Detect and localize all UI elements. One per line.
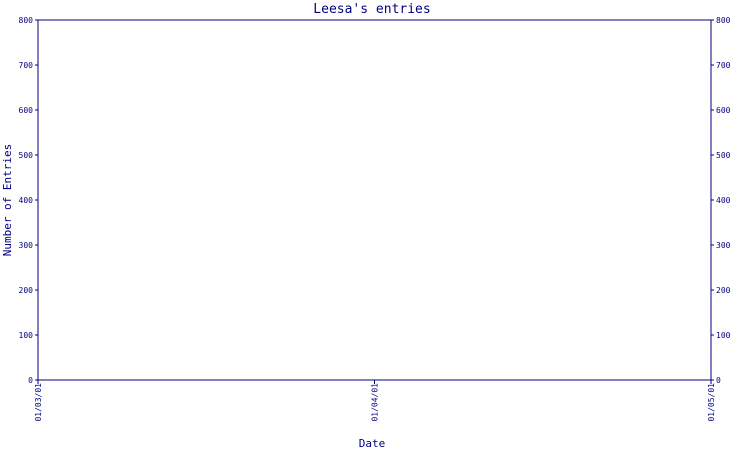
y-tick-label-left: 800: [19, 16, 34, 25]
y-tick-label-left: 600: [19, 106, 34, 115]
y-tick-label-left: 100: [19, 331, 34, 340]
x-axis: 01/03/01 01/04/01 01/05/01: [34, 380, 716, 422]
y-tick-label-right: 800: [716, 16, 731, 25]
x-tick-label: 01/05/01: [707, 383, 716, 422]
y-tick-label-right: 100: [716, 331, 731, 340]
y-tick-label-right: 500: [716, 151, 731, 160]
y-axis-right: 0 100 200 300 400 500 600 700 800: [711, 16, 731, 385]
y-axis-left: 0 100 200 300 400 500 600 700 800: [19, 16, 38, 385]
y-tick-label-left: 400: [19, 196, 34, 205]
y-tick-label-right: 200: [716, 286, 731, 295]
chart-title: Leesa's entries: [313, 2, 430, 17]
x-tick-label: 01/03/01: [34, 383, 43, 422]
y-tick-label-left: 700: [19, 61, 34, 70]
y-tick-label-left: 0: [28, 376, 33, 385]
y-axis-label: Number of Entries: [1, 144, 14, 257]
y-tick-label-right: 300: [716, 241, 731, 250]
y-tick-label-right: 0: [716, 376, 721, 385]
y-tick-label-right: 700: [716, 61, 731, 70]
x-axis-label: Date: [359, 437, 386, 450]
x-tick-label: 01/04/01: [371, 383, 380, 422]
y-tick-label-right: 400: [716, 196, 731, 205]
y-tick-label-left: 300: [19, 241, 34, 250]
plot-frame: [37, 19, 712, 381]
y-tick-label-left: 500: [19, 151, 34, 160]
y-tick-label-left: 200: [19, 286, 34, 295]
y-tick-label-right: 600: [716, 106, 731, 115]
